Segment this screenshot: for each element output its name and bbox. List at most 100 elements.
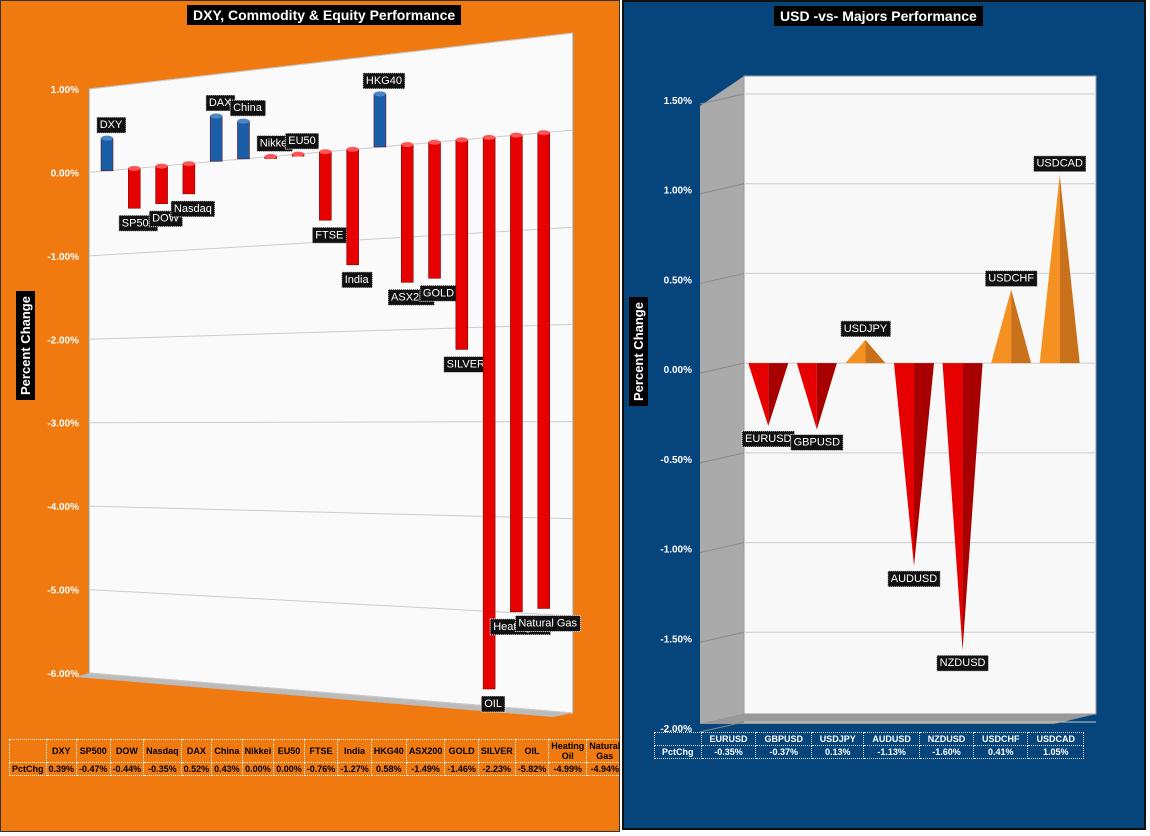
right-y-tick-label: 0.00%: [664, 365, 692, 376]
left-bar: [537, 132, 550, 609]
right-data-table: EURUSD GBPUSD USDJPY AUDUSD NZDUSD USDCHF USDC…: [654, 732, 1084, 759]
right-y-tick-label: -2.00%: [660, 724, 692, 735]
right-table-value: -0.35%: [700, 745, 757, 759]
right-table-value: 0.13%: [811, 745, 865, 759]
left-table-category: DXY: [45, 739, 78, 763]
left-bar-label: India: [345, 274, 370, 286]
right-table-value: 0.41%: [973, 745, 1029, 759]
left-table-category: China: [211, 739, 243, 763]
left-y-tick-label: -3.00%: [47, 419, 79, 430]
right-pyramid-side: [1011, 289, 1032, 364]
right-gridline-side: [699, 362, 745, 374]
left-bar-cap: [401, 142, 414, 148]
right-table-category: AUDUSD: [863, 732, 920, 746]
left-bar-cap: [155, 163, 168, 169]
left-bar-cap: [319, 149, 332, 155]
right-table-value: -1.60%: [918, 745, 975, 759]
left-bar-label: GOLD: [423, 287, 454, 299]
right-table-category-row: EURUSD GBPUSD USDJPY AUDUSD NZDUSD USDCHF USDC…: [654, 732, 1084, 746]
right-pyramid-side: [816, 363, 837, 430]
left-y-tick-label: 1.00%: [51, 85, 79, 96]
left-chart-plot: 1.00% 0.00% -1.00% -2.00% -3.00% -4.00% -5.00%…: [47, 32, 582, 717]
left-bar: [482, 137, 496, 690]
left-bar-cap: [237, 118, 250, 124]
left-bar-cap: [455, 137, 468, 143]
left-table-value: -0.47%: [76, 762, 111, 776]
left-bar-cap: [264, 154, 277, 160]
left-bar-cap: [537, 130, 550, 136]
table-corner: [654, 732, 702, 746]
left-table-value: -1.49%: [405, 762, 446, 776]
left-bar-label: HKG40: [366, 75, 402, 87]
left-bar-label: FTSE: [315, 229, 343, 241]
right-table-value: -1.13%: [863, 745, 920, 759]
left-table-category: SILVER: [477, 739, 516, 763]
right-pyramid-side: [962, 363, 983, 651]
left-bar: [428, 141, 441, 279]
right-pyramid-front: [796, 363, 817, 430]
right-gridline-side: [699, 542, 745, 554]
left-bar-label: OIL: [484, 698, 502, 710]
right-bar-label: AUDUSD: [891, 573, 938, 585]
right-gridline-side: [699, 93, 745, 105]
left-bar: [400, 144, 414, 283]
left-table-category: DAX: [180, 739, 213, 763]
left-table-value: -5.82%: [514, 762, 550, 776]
left-bar-cap: [128, 165, 141, 171]
left-bar-cap: [182, 161, 195, 167]
left-y-tick-label: -4.00%: [47, 502, 79, 513]
right-bar-label: NZDUSD: [940, 657, 986, 669]
left-table-category: Heating Oil: [548, 739, 588, 763]
left-bar-cap: [346, 146, 359, 152]
left-y-tick-label: -6.00%: [47, 669, 79, 680]
right-pyramid-side: [768, 363, 789, 426]
left-table-category: Nasdaq: [143, 739, 182, 763]
right-chart-plot: 1.50% 1.00% 0.50% 0.00% -0.50% -1.00% -1.50% -2…: [660, 75, 1097, 735]
left-chart-title: DXY, Commodity & Equity Performance: [187, 5, 462, 25]
right-table-legend: PctChg: [654, 745, 702, 759]
left-bar-cap: [428, 139, 441, 145]
right-gridline-side: [699, 721, 745, 733]
left-table-value: -0.35%: [143, 762, 182, 776]
left-gridline: [88, 32, 574, 90]
left-bar: [346, 149, 359, 266]
left-table-category: Nikkei: [241, 739, 275, 763]
left-data-table: DXY SP500 DOW Nasdaq DAX China Nikkei EU50 FTSE I…: [9, 739, 624, 776]
right-pyramid-front: [748, 363, 769, 426]
left-table-value: -0.44%: [109, 762, 145, 776]
right-gridline-side: [699, 272, 745, 284]
right-y-tick-label: 1.50%: [664, 96, 692, 107]
right-table-category: USDCHF: [973, 732, 1029, 746]
left-y-tick-label: -5.00%: [47, 586, 79, 597]
left-bar-label: SILVER: [447, 358, 485, 370]
left-table-value: 0.00%: [273, 762, 305, 776]
left-bar-cap: [292, 151, 305, 157]
right-bar-label: USDCHF: [988, 273, 1034, 285]
right-table-category: EURUSD: [700, 732, 757, 746]
left-table-category: HKG40: [370, 739, 407, 763]
right-pyramid-front: [1039, 174, 1060, 364]
right-pyramid-side: [865, 339, 886, 364]
right-bar-label: USDCAD: [1036, 158, 1083, 170]
right-y-tick-label: -1.00%: [660, 545, 692, 556]
left-bar: [510, 134, 523, 613]
right-bar-label: GBPUSD: [794, 437, 841, 449]
right-chart-panel: USD -vs- Majors Performance Percent Chan…: [622, 0, 1146, 830]
left-table-category-row: DXY SP500 DOW Nasdaq DAX China Nikkei EU50 FTSE I…: [9, 739, 624, 763]
left-table-legend: PctChg: [9, 762, 47, 776]
right-bar-label: USDJPY: [844, 323, 888, 335]
right-table-category: USDCAD: [1027, 732, 1084, 746]
left-chart-wall: [88, 32, 574, 714]
left-table-category: ASX200: [405, 739, 446, 763]
left-bar-cap: [101, 135, 113, 141]
right-pyramid-front: [894, 363, 914, 566]
right-pyramid-side: [1059, 174, 1080, 364]
right-y-tick-label: 1.00%: [664, 186, 692, 197]
left-table-value-row: PctChg 0.39% -0.47% -0.44% -0.35% 0.52% 0.43% 0…: [9, 762, 624, 776]
left-table-value: 0.39%: [45, 762, 78, 776]
left-table-category: GOLD: [444, 739, 479, 763]
right-gridline-side: [699, 183, 745, 195]
left-bar-label: EU50: [288, 135, 316, 147]
right-pyramid-front: [991, 289, 1012, 364]
left-table-value: -4.99%: [548, 762, 588, 776]
